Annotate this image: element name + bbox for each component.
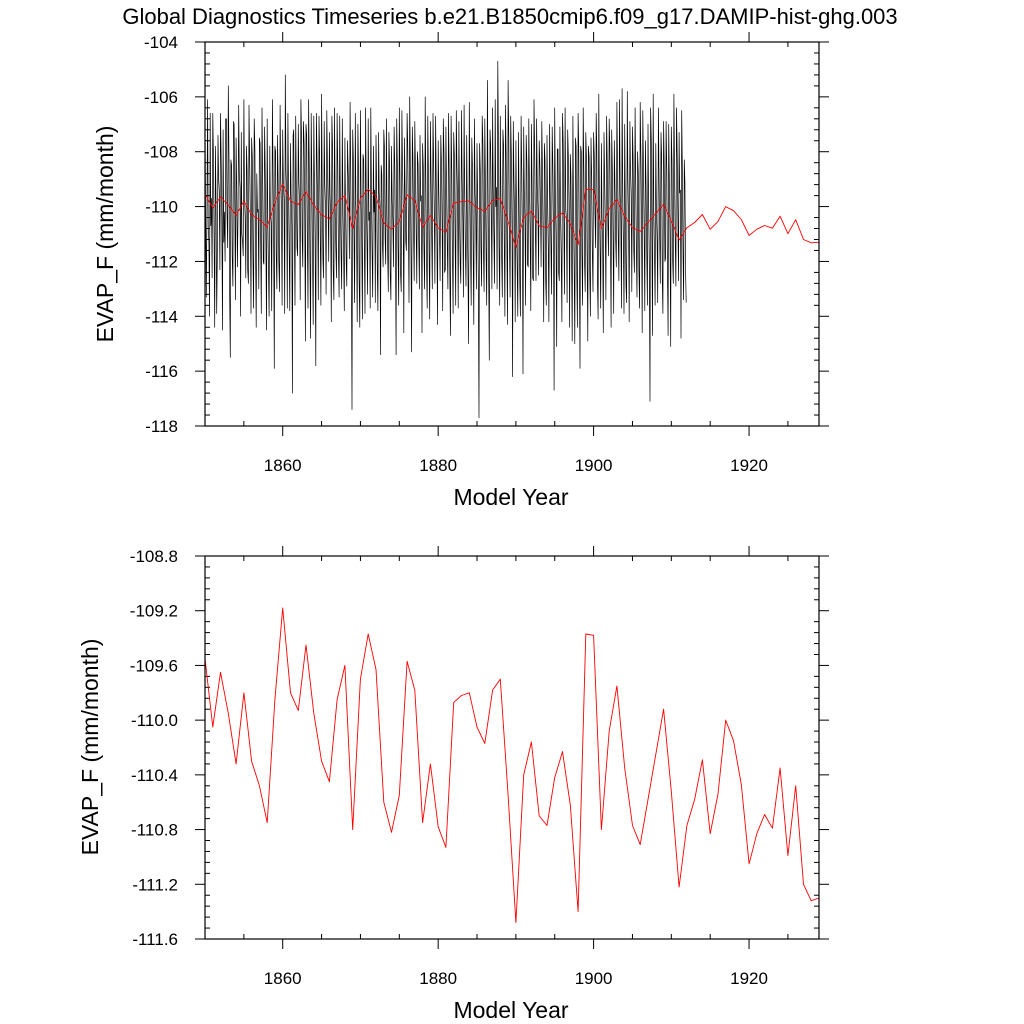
y-tick-label: -118 <box>145 417 178 436</box>
x-tick-label: 1900 <box>575 456 613 475</box>
y-tick-label: -114 <box>145 307 178 326</box>
y-tick-label: -111.2 <box>132 875 178 894</box>
x-tick-label: 1920 <box>730 969 768 988</box>
y-tick-label: -111.6 <box>132 930 178 949</box>
y-tick-label: -110.4 <box>131 766 178 785</box>
annual-series-line <box>204 183 820 248</box>
x-tick-label: 1860 <box>264 456 302 475</box>
x-tick-label: 1880 <box>419 969 457 988</box>
x-tick-label: 1920 <box>730 456 768 475</box>
y-tick-label: -109.2 <box>130 602 178 621</box>
plot-frame <box>204 41 820 427</box>
figure-title: Global Diagnostics Timeseries b.e21.B185… <box>122 4 897 29</box>
y-axis-label: EVAP_F (mm/month) <box>77 639 103 856</box>
y-tick-label: -108.8 <box>130 547 178 566</box>
y-tick-label: -108 <box>144 143 178 162</box>
x-tick-label: 1900 <box>575 969 613 988</box>
y-tick-label: -106 <box>144 88 178 107</box>
x-axis-label: Model Year <box>453 997 568 1023</box>
y-tick-label: -110.0 <box>131 711 178 730</box>
x-tick-label: 1860 <box>264 969 302 988</box>
y-tick-label: -110.8 <box>131 821 178 840</box>
y-tick-label: -104 <box>144 33 178 52</box>
panel-top: EVAP_F (mm/month) Model Year 1860 1880 190… <box>92 32 829 510</box>
y-tick-label: -110 <box>145 198 178 217</box>
x-axis-label: Model Year <box>453 484 568 510</box>
monthly-series-line <box>204 60 687 419</box>
y-axis-label: EVAP_F (mm/month) <box>92 126 118 343</box>
y-tick-label: -109.6 <box>130 656 178 675</box>
annual-series-line <box>204 607 820 924</box>
y-tick-label: -112 <box>145 252 178 271</box>
x-tick-label: 1880 <box>419 456 457 475</box>
plot-frame <box>204 555 820 940</box>
panel-bottom: EVAP_F (mm/month) Model Year 1860 1880 190… <box>77 546 829 1023</box>
y-tick-label: -116 <box>145 362 178 381</box>
